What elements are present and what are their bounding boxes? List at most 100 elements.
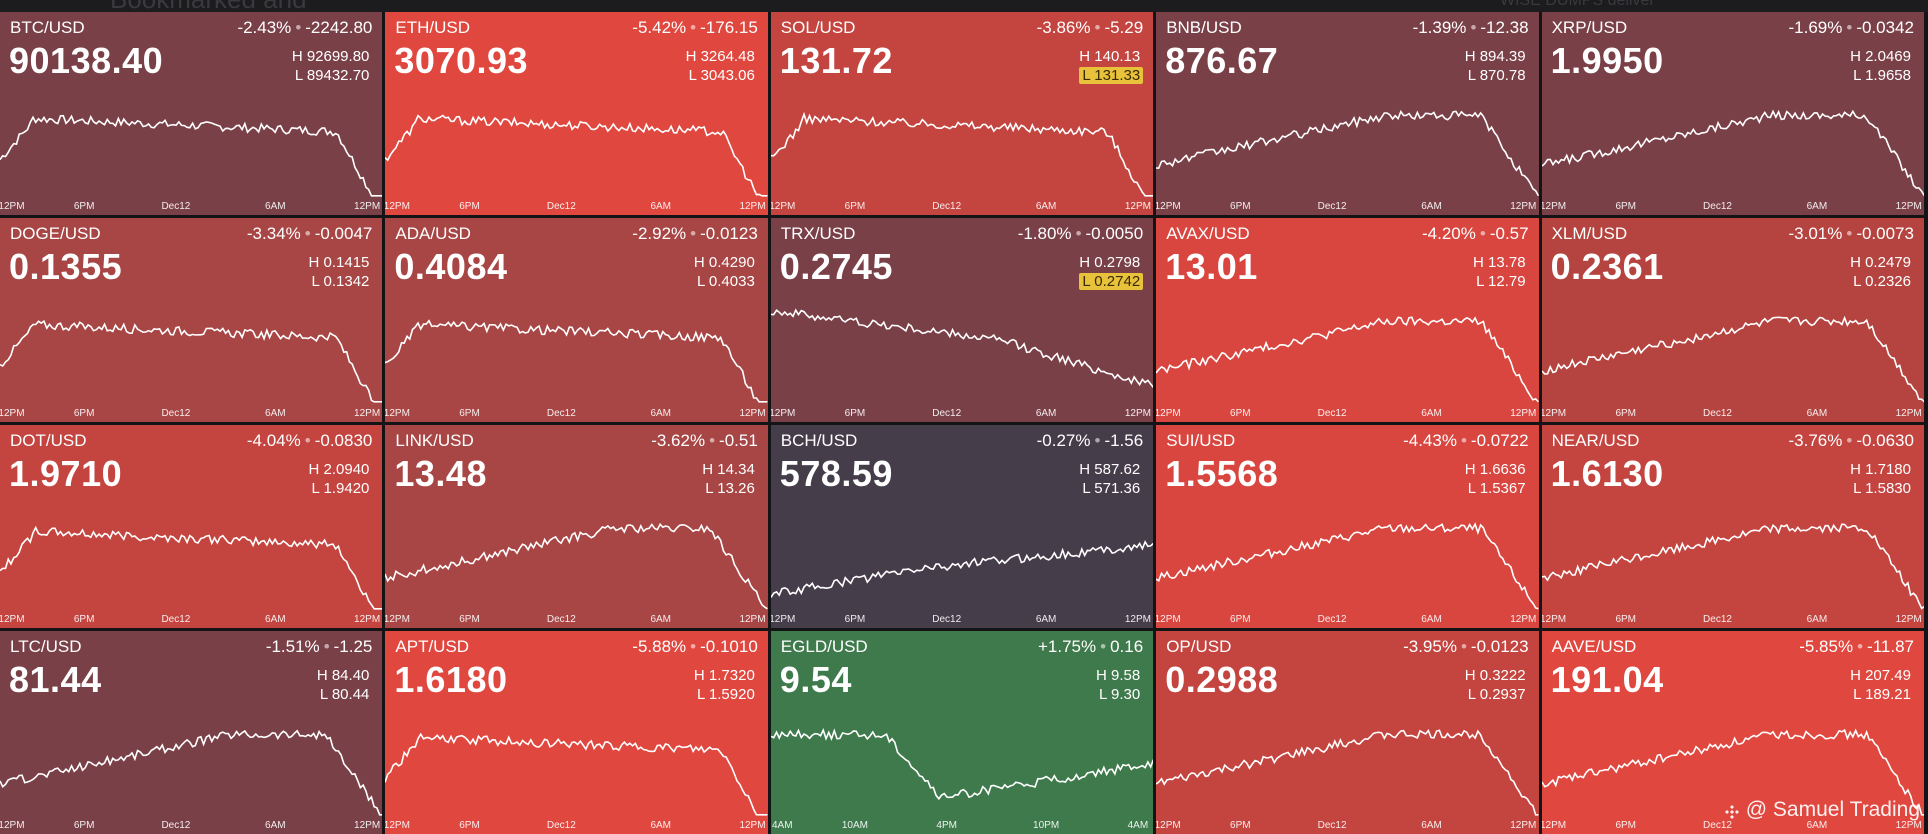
change-absolute: -0.0123 [700, 224, 758, 244]
high-low: H 84.40 L 80.44 [314, 666, 373, 704]
last-price: 1.6180 [394, 658, 508, 700]
time-axis-label: 6AM [1035, 407, 1057, 419]
ticker-grid: BTC/USD -2.43% • -2242.80 90138.40 H 92699… [0, 12, 1928, 834]
change-absolute: -0.0722 [1470, 430, 1529, 450]
high-low: H 9.58 L 9.30 [1093, 666, 1143, 704]
separator-dot: • [1460, 636, 1467, 656]
time-axis-label: 6AM [650, 201, 671, 213]
time-axis-label: 12PM [0, 407, 25, 419]
ticker-tile[interactable]: BTC/USD -2.43% • -2242.80 90138.40 H 92699… [0, 12, 383, 216]
separator-dot: • [1460, 430, 1467, 450]
time-axis-label: 12PM [1895, 407, 1922, 419]
last-price: 0.2988 [1165, 658, 1279, 700]
ticker-tile[interactable]: LTC/USD -1.51% • -1.25 81.44 H 84.40 L 80.… [0, 630, 383, 834]
time-axis-label: 12PM [739, 820, 766, 831]
time-axis-label: 12PM [385, 201, 410, 213]
time-axis: 12PM 6PM Dec12 6AM 12PM [771, 408, 1153, 420]
separator-dot: • [1094, 18, 1101, 37]
change-absolute: -0.57 [1489, 224, 1529, 244]
time-axis: 12PM 6PM Dec12 6AM 12PM [1542, 614, 1924, 626]
ticker-tile[interactable]: XLM/USD -3.01% • -0.0073 0.2361 H 0.2479 L… [1541, 218, 1924, 422]
last-price: 1.5568 [1165, 452, 1279, 494]
time-axis-label: Dec12 [1317, 407, 1347, 419]
change-percent: -1.80% [1017, 224, 1072, 244]
last-price: 81.44 [9, 658, 102, 700]
ticker-symbol: BCH/USD [780, 430, 858, 450]
ticker-tile[interactable]: AVAX/USD -4.20% • -0.57 13.01 H 13.78 L 12… [1156, 218, 1539, 422]
low-value: L 1.9658 [1853, 67, 1911, 84]
sparkline-chart [385, 114, 768, 197]
ticker-tile[interactable]: BCH/USD -0.27% • -1.56 578.59 H 587.62 L 5… [770, 424, 1154, 628]
price-change: -1.80% • -0.0050 [1018, 224, 1144, 244]
time-axis-label: 12PM [385, 407, 410, 419]
ticker-tile[interactable]: SOL/USD -3.86% • -5.29 131.72 H 140.13 L 1… [770, 12, 1154, 216]
ticker-tile[interactable]: ADA/USD -2.92% • -0.0123 0.4084 H 0.4290 L… [385, 218, 768, 422]
last-price: 578.59 [779, 452, 893, 494]
time-axis: 12PM 6PM Dec12 6AM 12PM [385, 820, 767, 832]
ticker-tile[interactable]: BNB/USD -1.39% • -12.38 876.67 H 894.39 L … [1156, 12, 1539, 216]
time-axis-label: Dec12 [546, 613, 576, 625]
time-axis-label: 6PM [1230, 820, 1251, 831]
price-change: -3.76% • -0.0630 [1788, 431, 1914, 451]
price-line [1156, 316, 1539, 403]
ticker-tile[interactable]: APT/USD -5.88% • -0.1010 1.6180 H 1.7320 L… [385, 630, 768, 834]
time-axis-label: 12PM [1510, 820, 1537, 831]
ticker-tile[interactable]: EGLD/USD +1.75% • 0.16 9.54 H 9.58 L 9.30 … [770, 630, 1154, 834]
high-low: H 0.3222 L 0.2937 [1462, 666, 1529, 704]
time-axis-label: 12PM [770, 613, 796, 625]
time-axis-label: 6PM [459, 201, 480, 213]
time-axis-label: Dec12 [1703, 407, 1732, 419]
ticker-symbol: DOT/USD [10, 430, 87, 450]
sparkline-chart [1541, 728, 1924, 816]
change-percent: -3.62% [651, 430, 706, 450]
price-line [0, 320, 383, 403]
ticker-symbol: ETH/USD [395, 18, 471, 37]
time-axis-label: 6PM [1230, 201, 1251, 213]
ticker-tile[interactable]: TRX/USD -1.80% • -0.0050 0.2745 H 0.2798 L… [770, 218, 1154, 422]
ticker-symbol: BTC/USD [10, 18, 85, 37]
last-price: 131.72 [779, 40, 893, 81]
separator-dot: • [295, 18, 302, 37]
time-axis-label: 6AM [1806, 407, 1828, 419]
time-axis-label: Dec12 [161, 407, 191, 419]
ticker-tile[interactable]: NEAR/USD -3.76% • -0.0630 1.6130 H 1.7180 … [1541, 424, 1924, 628]
ticker-tile[interactable]: XRP/USD -1.69% • -0.0342 1.9950 H 2.0469 L… [1541, 12, 1924, 216]
price-change: -4.20% • -0.57 [1422, 224, 1529, 244]
ticker-tile[interactable]: AAVE/USD -5.85% • -11.87 191.04 H 207.49 L… [1541, 630, 1924, 834]
time-axis: 12PM 6PM Dec12 6AM 12PM [385, 614, 767, 626]
time-axis-label: 12PM [1156, 407, 1181, 419]
ticker-tile[interactable]: DOGE/USD -3.34% • -0.0047 0.1355 H 0.1415 … [0, 218, 383, 422]
time-axis-label: 6AM [650, 613, 671, 625]
time-axis-label: 12PM [1895, 820, 1922, 831]
price-line [770, 727, 1154, 800]
high-low: H 1.6636 L 1.5367 [1462, 460, 1529, 498]
price-change: -5.42% • -176.15 [632, 18, 758, 38]
price-change: -4.43% • -0.0722 [1403, 431, 1529, 451]
time-axis-label: 12PM [354, 820, 381, 831]
change-percent: -3.95% [1403, 636, 1457, 656]
time-axis-label: 6AM [1035, 201, 1057, 213]
ticker-tile[interactable]: OP/USD -3.95% • -0.0123 0.2988 H 0.3222 L … [1156, 630, 1539, 834]
ticker-tile[interactable]: LINK/USD -3.62% • -0.51 13.48 H 14.34 L 13… [385, 424, 768, 628]
high-low: H 0.4290 L 0.4033 [691, 253, 758, 291]
low-value: L 13.26 [705, 479, 755, 497]
change-percent: -2.92% [632, 224, 687, 244]
ticker-tile[interactable]: SUI/USD -4.43% • -0.0722 1.5568 H 1.6636 L… [1156, 424, 1539, 628]
high-value: H 92699.80 [291, 48, 370, 65]
price-change: -2.92% • -0.0123 [632, 224, 758, 244]
high-value: H 13.78 [1473, 254, 1526, 272]
time-axis-label: 12PM [0, 201, 25, 213]
time-axis-label: 12PM [0, 613, 25, 625]
ticker-tile[interactable]: ETH/USD -5.42% • -176.15 3070.93 H 3264.48… [385, 12, 768, 216]
change-absolute: -2242.80 [305, 18, 373, 37]
change-absolute: -5.29 [1104, 18, 1144, 37]
change-percent: -3.34% [246, 224, 301, 244]
sparkline-chart [770, 111, 1154, 197]
time-axis-label: 6AM [650, 820, 671, 831]
change-absolute: -176.15 [700, 18, 758, 37]
ticker-tile[interactable]: DOT/USD -4.04% • -0.0830 1.9710 H 2.0940 L… [0, 424, 383, 628]
time-axis-label: 12PM [1895, 201, 1922, 213]
low-value: L 870.78 [1467, 67, 1526, 84]
change-percent: +1.75% [1038, 636, 1097, 656]
time-axis: 12PM 6PM Dec12 6AM 12PM [1156, 408, 1538, 420]
